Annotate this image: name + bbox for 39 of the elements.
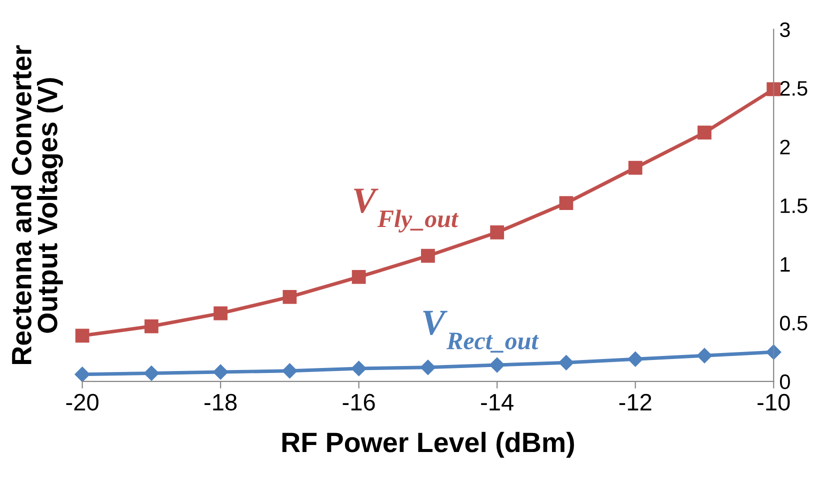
x-tick-label: -12 bbox=[619, 394, 652, 410]
point bbox=[144, 366, 159, 381]
point bbox=[698, 126, 712, 140]
point bbox=[696, 348, 712, 364]
point bbox=[74, 366, 90, 382]
point bbox=[558, 355, 574, 370]
point bbox=[212, 364, 228, 380]
point bbox=[628, 160, 642, 175]
y-axis-title: Rectenna and Converter Output Voltages (V) bbox=[11, 45, 63, 364]
y-tick-label: 1 bbox=[780, 257, 790, 272]
x-tick-label: -18 bbox=[204, 394, 237, 411]
point bbox=[75, 328, 90, 343]
point bbox=[421, 248, 435, 263]
series-label: VRect_out bbox=[423, 310, 539, 353]
point bbox=[282, 363, 298, 378]
y-tick-label: 0.5 bbox=[780, 316, 808, 330]
point bbox=[490, 225, 504, 240]
point bbox=[628, 352, 643, 367]
point bbox=[144, 319, 158, 334]
x-tick-label: -10 bbox=[758, 394, 790, 411]
point bbox=[766, 82, 781, 96]
y-tick-label: 3 bbox=[780, 22, 790, 38]
y-tick-label: 1.5 bbox=[780, 198, 808, 214]
point bbox=[559, 196, 574, 210]
x-axis-title: RF Power Level (dBm) bbox=[282, 432, 574, 458]
point bbox=[352, 270, 366, 284]
point bbox=[351, 360, 366, 376]
y-tick-label: 2.5 bbox=[780, 81, 808, 96]
series-label: VFly_out bbox=[354, 188, 459, 232]
point bbox=[420, 360, 436, 375]
point bbox=[282, 290, 297, 304]
x-tick-label: -20 bbox=[66, 394, 98, 411]
x-tick-label: -14 bbox=[481, 394, 514, 410]
point bbox=[214, 306, 228, 320]
point bbox=[490, 357, 505, 373]
y-tick-label: 0 bbox=[780, 374, 790, 390]
x-tick-label: -16 bbox=[342, 394, 375, 411]
y-tick-label: 2 bbox=[780, 140, 790, 154]
point bbox=[766, 344, 782, 360]
